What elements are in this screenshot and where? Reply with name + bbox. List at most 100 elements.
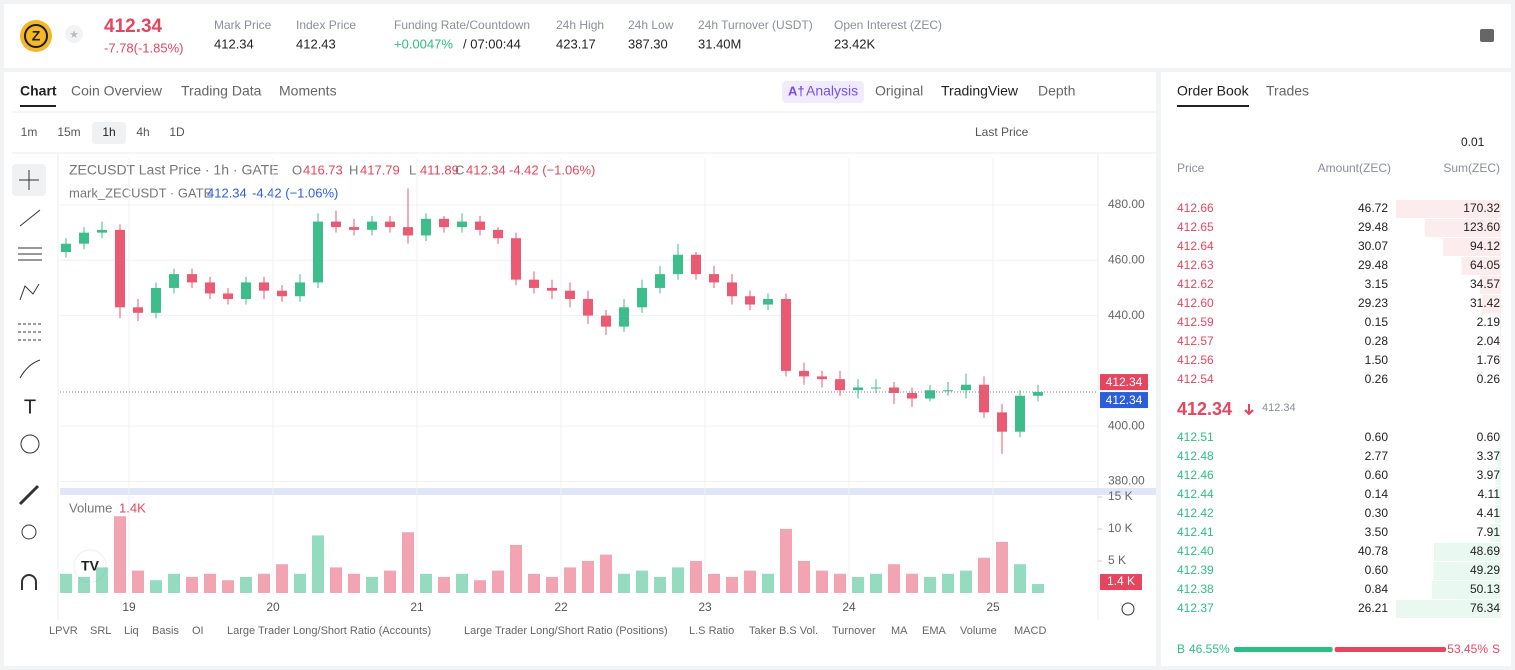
zoom-tool[interactable] (21, 524, 37, 540)
measure-tool[interactable] (18, 323, 42, 341)
indicator[interactable]: L.S Ratio (689, 625, 734, 637)
volume-bar (618, 573, 630, 593)
ohlc-value: 412.34 (466, 162, 506, 177)
indicator[interactable]: Large Trader Long/Short Ratio (Positions… (464, 625, 668, 637)
interval[interactable]: 4h (136, 125, 149, 139)
stat-value: 423.17 (556, 36, 596, 51)
fib-tool[interactable] (18, 247, 42, 261)
interval[interactable]: 1m (21, 125, 38, 139)
chart-tab[interactable]: Chart (20, 83, 57, 99)
candle-body (475, 221, 485, 230)
ruler-tool[interactable] (18, 484, 40, 506)
pattern-tool[interactable] (19, 283, 40, 301)
order-sum: 0.26 (1477, 372, 1501, 386)
indicator[interactable]: MACD (1014, 625, 1046, 637)
order-amount: 30.07 (1358, 239, 1388, 253)
settings-icon[interactable] (1121, 602, 1135, 616)
order-price: 412.65 (1177, 220, 1214, 234)
candle-body (115, 229, 125, 308)
indicator[interactable]: MA (891, 625, 908, 637)
chart-tab[interactable]: Coin Overview (71, 83, 163, 99)
volume-title: Volume (69, 500, 112, 515)
favorite[interactable] (65, 25, 83, 43)
indicator[interactable]: LPVR (49, 625, 78, 637)
indicator[interactable]: Basis (152, 625, 179, 637)
volume-bar (762, 573, 774, 593)
order-price: 412.39 (1177, 563, 1214, 577)
chart-tab[interactable]: Moments (279, 83, 337, 99)
book-icon[interactable] (1480, 29, 1494, 42)
candle-body (547, 287, 557, 291)
crosshair-icon[interactable] (19, 170, 39, 190)
depth-bar (1496, 448, 1501, 466)
brush-tool[interactable] (19, 359, 41, 379)
interval[interactable]: 1h (102, 125, 115, 139)
star-icon[interactable]: ★ (69, 29, 79, 41)
sell-ratio: 53.45% (1447, 642, 1488, 656)
volume-tag-text: 1.4 K (1107, 574, 1135, 588)
candle-body (241, 282, 251, 299)
interval[interactable]: 1D (169, 125, 185, 139)
buy-ratio: 46.55% (1189, 642, 1230, 656)
indicator[interactable]: Liq (124, 625, 139, 637)
emoji-tool[interactable] (20, 434, 40, 454)
depth-bar (1495, 486, 1501, 504)
volume-bar (996, 541, 1008, 593)
candle-body (349, 227, 359, 230)
view-tab[interactable]: Analysis (806, 83, 858, 99)
candle-body (601, 315, 611, 327)
volume-bar (420, 573, 432, 593)
ai-icon[interactable]: A† (788, 83, 805, 98)
indicator[interactable]: Taker B.S Vol. (749, 625, 818, 637)
stat-label: Funding Rate/Countdown (394, 18, 530, 32)
volume-bar (150, 580, 162, 593)
orderbook-tab[interactable]: Order Book (1177, 83, 1250, 99)
depth-bar (1481, 295, 1501, 313)
indicator[interactable]: Large Trader Long/Short Ratio (Accounts) (227, 625, 431, 637)
text-tool[interactable]: T (24, 396, 36, 418)
analysis-bg[interactable] (782, 81, 864, 103)
depth-bar (1500, 429, 1501, 447)
volume-bar (114, 516, 126, 593)
order-amount: 0.28 (1365, 334, 1389, 348)
interval-active[interactable] (92, 122, 126, 144)
order-sum: 76.34 (1470, 601, 1500, 615)
chart-tab[interactable]: Trading Data (181, 83, 262, 99)
indicator[interactable]: OI (192, 625, 204, 637)
mark-price-tag (1100, 392, 1148, 409)
candle-body (529, 279, 539, 288)
volume-bar (348, 573, 360, 593)
precision-select[interactable]: 0.01 (1461, 135, 1485, 149)
indicator[interactable]: SRL (90, 625, 111, 637)
magnet-tool[interactable] (21, 574, 37, 590)
candle-body (709, 274, 719, 283)
price-type-select[interactable]: Last Price (975, 125, 1029, 139)
indicator[interactable]: EMA (922, 625, 947, 637)
candle-body (421, 218, 431, 236)
view-tab[interactable]: Depth (1038, 83, 1075, 99)
candle-body (313, 221, 323, 283)
orderbook-mark-price: 412.34 (1262, 402, 1296, 414)
view-tab[interactable]: TradingView (941, 83, 1019, 99)
indicator[interactable]: Volume (960, 625, 997, 637)
order-sum: 94.12 (1470, 239, 1500, 253)
stat-value: 23.42K (834, 36, 876, 51)
volume-bar (906, 573, 918, 593)
candle-body (925, 390, 935, 399)
interval[interactable]: 15m (57, 125, 80, 139)
mark-value: 412.34 (207, 185, 247, 200)
volume-bar (474, 580, 486, 593)
last-price-tag-text: 412.34 (1106, 375, 1143, 389)
indicator[interactable]: Turnover (832, 625, 876, 637)
view-tab[interactable]: Original (875, 83, 923, 99)
orderbook-tab[interactable]: Trades (1266, 83, 1309, 99)
candle-body (961, 384, 971, 391)
legend-title: ZECUSDT Last Price · 1h · GATE (69, 162, 279, 178)
line-tool[interactable] (19, 209, 41, 227)
stat-value: 412.43 (296, 36, 336, 51)
depth-bar (1424, 219, 1501, 237)
volume-bar (672, 567, 684, 593)
volume-bar (960, 570, 972, 593)
volume-bar (168, 573, 180, 593)
candle-body (259, 282, 269, 291)
